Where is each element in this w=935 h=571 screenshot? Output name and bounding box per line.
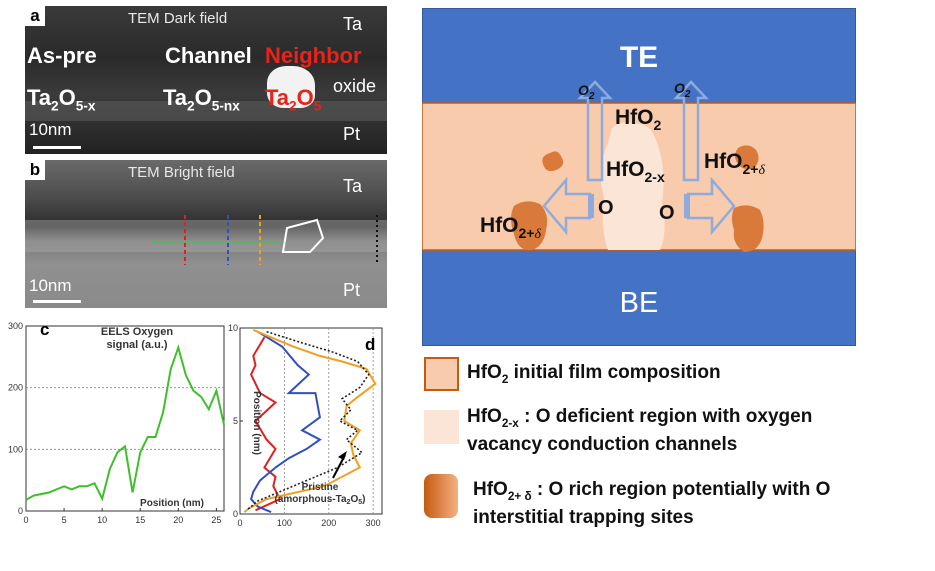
- legend-item-rich-line2: interstitial trapping sites: [473, 507, 694, 528]
- neighbor-label: Neighbor: [265, 43, 362, 68]
- profiles-xtick-label: 0: [237, 518, 242, 528]
- eels-legend-line2: signal (a.u.): [106, 339, 167, 351]
- tem-dark-field-image: a TEM Dark field Ta oxide Pt As-pre Ta2O…: [25, 6, 387, 154]
- pristine-label: Pristine: [302, 482, 339, 493]
- channel-label: Channel: [165, 43, 252, 68]
- amorphous-label: (amorphous-Ta2O5): [275, 494, 366, 506]
- profiles-xtick-label: 200: [321, 518, 336, 528]
- legend-swatch-film: [424, 357, 459, 391]
- profiles-ytick-label: 5: [233, 416, 238, 426]
- legend-swatch-channel: [424, 410, 459, 444]
- scale-bar-a: [33, 146, 81, 149]
- channel-formula: Ta2O5-nx: [163, 85, 240, 114]
- hfo2x-label: HfO2-x: [606, 158, 665, 185]
- legend-item-channel: HfO2-x : O deficient region with oxygen: [467, 406, 813, 430]
- panel-letter-a: a: [25, 6, 45, 26]
- scale-bar-b: [33, 300, 81, 303]
- profile-series-blue: [249, 330, 322, 514]
- be-label: BE: [620, 287, 659, 319]
- oxide-band: [25, 220, 387, 252]
- panel-letter-c: c: [40, 320, 49, 339]
- eels-series-line: [25, 344, 225, 502]
- profiles-ytick-label: 10: [228, 323, 238, 333]
- legend-item-channel-line2: vacancy conduction channels: [467, 434, 738, 455]
- eels-xtick-label: 25: [211, 515, 221, 525]
- profiles-xtick-label: 100: [277, 518, 292, 528]
- profiles-xtick-label: 300: [366, 518, 381, 528]
- profiles-ylabel: Position (nm): [251, 391, 262, 455]
- profiles-ytick-label: 0: [233, 509, 238, 519]
- profile-series-orange: [243, 328, 377, 513]
- eels-xtick-label: 5: [62, 515, 67, 525]
- panel-letter-b: b: [25, 160, 45, 180]
- o-arrow-right-tail: [684, 194, 690, 218]
- te-label: TE: [620, 41, 658, 74]
- rich-region-3: [511, 201, 548, 251]
- as-pre-label: As-pre: [27, 43, 97, 68]
- eels-legend-line1: EELS Oxygen: [101, 326, 173, 338]
- panel-a-title: TEM Dark field: [128, 10, 228, 27]
- o-arrow-left: [542, 176, 592, 236]
- scale-label-a: 10nm: [29, 120, 72, 139]
- o-arrow-left-tail: [588, 194, 594, 218]
- device-diagram: TE BE O2 O2 HfO2 HfO2-x HfO2+δ HfO2+δ O …: [422, 8, 856, 346]
- ta-label-b: Ta: [343, 176, 363, 196]
- conduction-channel: [600, 122, 665, 250]
- o-right-label: O: [659, 202, 675, 224]
- legend-item-rich: HfO2+ δ : O rich region potentially with…: [473, 479, 831, 503]
- eels-xaxis-note: Position (nm): [140, 498, 204, 509]
- neighbor-bright-spot: [267, 66, 315, 108]
- eels-xtick-label: 15: [135, 515, 145, 525]
- pristine-arrowhead: [338, 451, 347, 460]
- eels-xtick-label: 10: [97, 515, 107, 525]
- neighbor-outline: [281, 218, 325, 253]
- hfo2-label: HfO2: [615, 106, 662, 133]
- eels-ytick-label: 300: [8, 321, 23, 331]
- eels-xtick-label: 20: [173, 515, 183, 525]
- neighbor-formula: Ta2O5: [265, 85, 322, 114]
- oxide-label: oxide: [333, 76, 377, 96]
- legend-swatch-rich: [424, 474, 458, 518]
- eels-chart: 0 100 200 300 0 5 10 15 20 25 c EELS Oxygen signa…: [8, 320, 225, 525]
- rich-region-2: [735, 145, 759, 170]
- panel-b-title: TEM Bright field: [128, 164, 235, 181]
- o2-left-label: O2: [578, 82, 595, 102]
- panel-letter-d: d: [365, 335, 375, 354]
- o2-arrow-left: [577, 80, 613, 182]
- eels-ytick-label: 0: [18, 506, 23, 516]
- hfo2-delta-right-label: HfO2+δ: [704, 150, 765, 178]
- eels-plot-frame: [25, 325, 225, 512]
- ta-label: Ta: [343, 14, 363, 34]
- o2-right-label: O2: [674, 80, 691, 100]
- tem-bright-field-image: b TEM Bright field Ta Pt 10nm: [25, 160, 387, 308]
- pt-label-b: Pt: [343, 280, 361, 300]
- eels-ytick-label: 200: [8, 383, 23, 393]
- profile-lines: [153, 215, 378, 265]
- rich-region-4: [732, 205, 764, 252]
- pt-label: Pt: [343, 124, 361, 144]
- o2-arrow-right: [673, 80, 709, 182]
- rich-region-1: [542, 151, 564, 172]
- o-arrow-right: [686, 176, 736, 236]
- hfo2-delta-left-label: HfO2+δ: [480, 214, 541, 242]
- eels-ytick-label: 100: [8, 444, 23, 454]
- as-pre-formula: Ta2O5-x: [27, 85, 96, 114]
- profile-series-red: [249, 336, 282, 512]
- scale-label-b: 10nm: [29, 276, 72, 295]
- eels-xtick-label: 0: [23, 515, 28, 525]
- legend-item-film: HfO2 initial film composition: [467, 362, 721, 386]
- o-left-label: O: [598, 197, 614, 219]
